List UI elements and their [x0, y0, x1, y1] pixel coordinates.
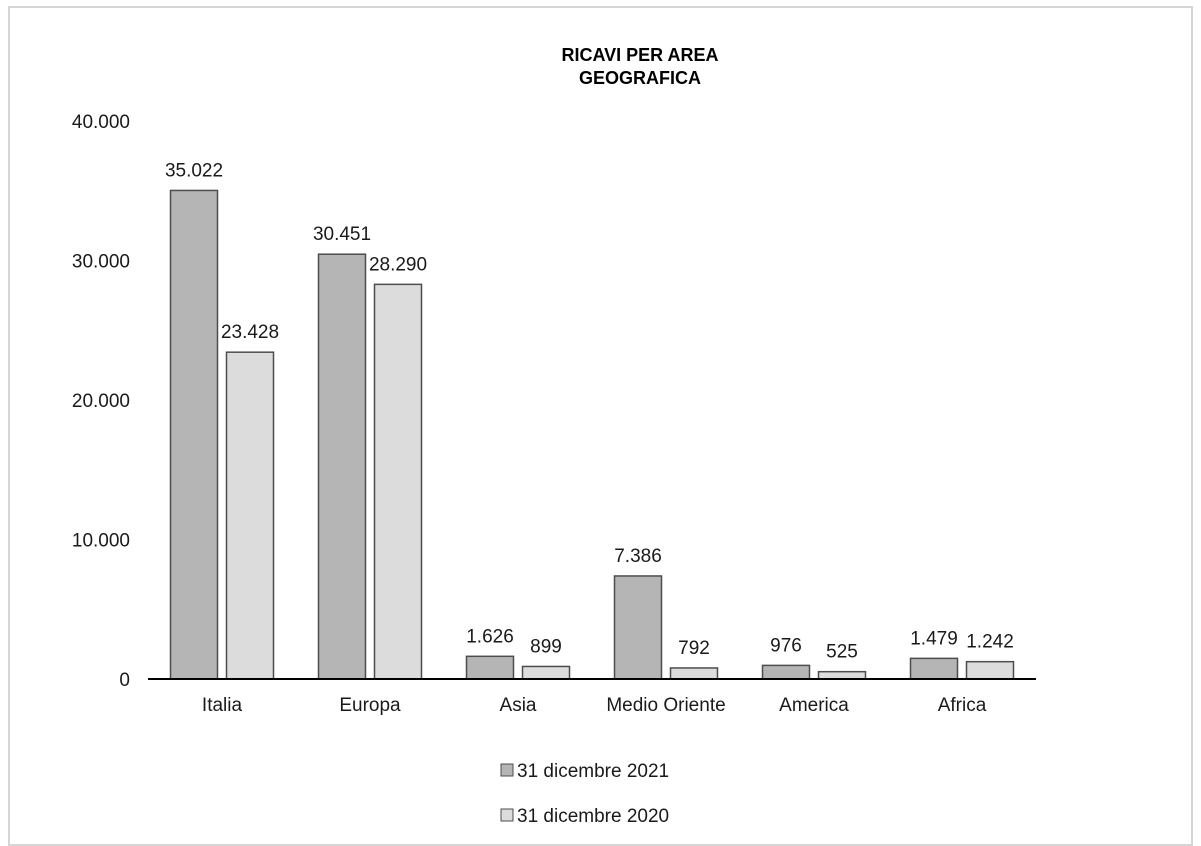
bar — [909, 657, 959, 680]
category-label: Asia — [500, 695, 537, 716]
bar — [669, 667, 719, 680]
bar — [317, 253, 367, 680]
legend-swatch — [500, 808, 514, 822]
chart-title-line-1: RICAVI PER AREA — [561, 45, 718, 65]
legend-swatch — [500, 763, 514, 777]
data-label: 7.386 — [614, 546, 662, 567]
data-labels-group: 35.022 23.428 30.451 28.290 1.626 899 7.386 792… — [165, 160, 1014, 662]
bar — [169, 189, 219, 680]
data-label: 976 — [770, 635, 802, 656]
bar — [373, 283, 423, 680]
y-tick-label: 40.000 — [72, 112, 130, 133]
data-label: 899 — [530, 636, 562, 657]
chart-title-line-2: GEOGRAFICA — [579, 68, 701, 88]
data-label: 35.022 — [165, 160, 223, 181]
data-label: 1.479 — [910, 628, 958, 649]
category-label: America — [779, 695, 849, 716]
data-label: 30.451 — [313, 224, 371, 245]
data-label: 792 — [678, 638, 710, 659]
data-label: 1.242 — [966, 632, 1014, 653]
legend-label: 31 dicembre 2021 — [517, 761, 669, 782]
y-tick-label: 10.000 — [72, 531, 130, 552]
data-label: 525 — [826, 642, 858, 663]
bars-group — [169, 189, 1015, 680]
data-label: 1.626 — [466, 626, 514, 647]
bar — [761, 664, 811, 680]
bar — [613, 575, 663, 680]
category-label: Africa — [938, 695, 987, 716]
legend: 31 dicembre 2021 31 dicembre 2020 — [500, 761, 669, 827]
y-axis-tick-labels: 0 10.000 20.000 30.000 40.000 — [72, 112, 130, 691]
bar — [225, 351, 275, 680]
y-tick-label: 30.000 — [72, 252, 130, 273]
bar — [521, 665, 571, 680]
y-tick-label: 20.000 — [72, 391, 130, 412]
category-label: Medio Oriente — [606, 695, 725, 716]
legend-label: 31 dicembre 2020 — [517, 806, 669, 827]
data-label: 28.290 — [369, 254, 427, 275]
data-label: 23.428 — [221, 322, 279, 343]
bar — [965, 660, 1015, 680]
y-tick-label: 0 — [119, 670, 130, 691]
bar — [465, 655, 515, 680]
bar — [817, 670, 867, 680]
category-label: Italia — [202, 695, 243, 716]
category-labels: Italia Europa Asia Medio Oriente America Afri… — [202, 695, 987, 716]
category-label: Europa — [339, 695, 401, 716]
